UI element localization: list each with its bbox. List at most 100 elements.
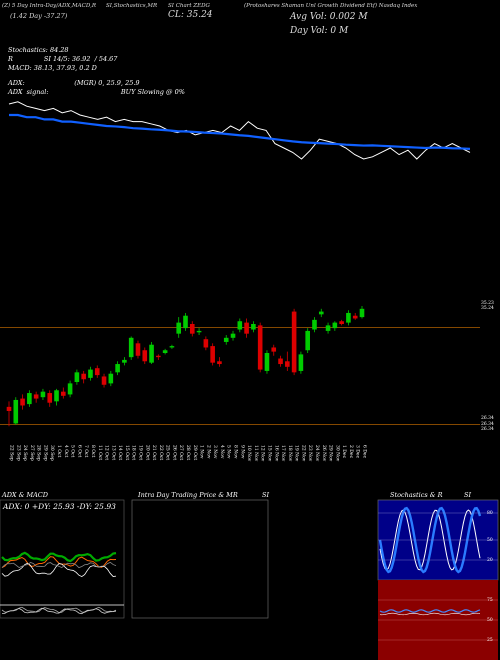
header-top-right: (Protoshares Shaman Unl Growth Dividend … [244, 3, 418, 9]
adx-signal-stat: ADX signal: BUY Slowing @ 0% [8, 88, 185, 96]
date-tick-label: 22 Oct [158, 445, 164, 460]
candle-body [339, 321, 344, 324]
candle-body [285, 361, 290, 367]
macd-signal-line [1, 607, 117, 615]
stoch-panel-title: Stochastics & R [390, 491, 443, 499]
date-tick-label: 23 Nov [307, 445, 313, 462]
date-tick-label: 28 Oct [185, 445, 191, 460]
candle-body [142, 350, 148, 362]
candle-body [223, 337, 229, 342]
candle-body [108, 373, 114, 384]
date-tick-label: 5 Oct [70, 445, 76, 458]
stoch-tick-label: 80 [487, 510, 493, 516]
candle-body [305, 330, 310, 351]
rsi-stat: R SI 14/5: 36.92 / 54.67 [8, 55, 118, 63]
candle-body [115, 364, 120, 373]
candle-body [61, 391, 66, 396]
candle-body [27, 393, 32, 405]
stoch-k-line [378, 506, 482, 574]
stoch-panel-title-si: SI [464, 491, 471, 499]
candle-body [156, 355, 161, 358]
date-tick-label: 15 Nov [266, 445, 272, 462]
candle-body [183, 315, 188, 329]
candle-body [40, 391, 46, 398]
date-tick-label: 1 Nov [199, 445, 205, 459]
candle-body [128, 337, 134, 358]
date-tick-label: 8 Oct [90, 445, 96, 458]
date-tick-label: 8 Nov [233, 445, 239, 459]
date-tick-label: 26 Nov [321, 445, 327, 462]
header-top-mid: SI,Stochastics,MR [106, 3, 158, 9]
candle-body [325, 325, 331, 331]
date-tick-label: 14 Oct [117, 445, 123, 460]
date-tick-label: 26 Oct [171, 445, 177, 460]
candle-body [122, 359, 127, 363]
date-tick-label: 18 Nov [287, 445, 293, 462]
price-levels [0, 327, 480, 425]
price-label-lower1: 26.34 [481, 415, 494, 421]
date-tick-label: 5 Nov [226, 445, 232, 459]
date-tick-label: 20 Oct [144, 445, 150, 460]
chart-header: (Z) 5 Day Intra-Day/ADX,MACD,R SI,Stocha… [0, 3, 500, 13]
candle-body [169, 346, 175, 348]
date-tick-label: 3 Nov [212, 445, 218, 459]
rsi-tick-label: 75 [487, 597, 493, 603]
candle-body [352, 315, 358, 319]
rsi-line [379, 609, 481, 613]
date-tick-label: 3 Dec [355, 445, 361, 459]
candle-body [67, 383, 73, 395]
date-tick-label: 1 Dec [341, 445, 347, 459]
candle-body [33, 394, 39, 399]
candle-body [20, 398, 25, 406]
date-tick-label: 27 Sep [29, 445, 35, 461]
date-tick-label: 4 Nov [219, 445, 225, 459]
adx-panel-title: ADX & MACD [1, 491, 49, 499]
date-tick-label: 13 Oct [110, 445, 116, 460]
date-tick-label: 2 Nov [205, 445, 211, 459]
adx-panel-text: ADX: 0 +DY: 25.93 -DY: 25.93 [2, 502, 116, 511]
day-change: (1.42 Day -37.27) [10, 12, 68, 20]
intra-panel-title-si: SI [262, 491, 269, 499]
date-tick-label: 24 Sep [22, 445, 28, 461]
date-tick-label: 16 Nov [273, 445, 279, 462]
candle-body [101, 376, 107, 385]
price-label-lower2: 26.34 [481, 421, 494, 427]
date-tick-label: 30 Sep [49, 445, 55, 461]
candle-body [251, 324, 256, 330]
candle-body [74, 372, 80, 382]
moving-averages [8, 101, 471, 160]
date-tick-label: 6 Oct [76, 445, 82, 458]
candle-body [210, 346, 215, 363]
date-tick-label: 19 Oct [137, 445, 143, 460]
date-tick-label: 29 Oct [192, 445, 198, 460]
rsi-tick-label: 50 [487, 617, 493, 623]
rsi-tick-label: 25 [487, 637, 493, 643]
candle-body [54, 390, 59, 402]
date-tick-label: 29 Nov [328, 445, 334, 462]
date-tick-label: 2 Dec [348, 445, 354, 459]
macd-line [1, 606, 117, 613]
candle-body [162, 350, 168, 353]
date-tick-label: 22 Sep [9, 445, 15, 461]
date-tick-label: 19 Nov [294, 445, 300, 462]
candle-body [135, 343, 141, 356]
candle-body [94, 368, 100, 376]
date-tick-label: 27 Oct [178, 445, 184, 460]
price-label-upper: 35.23 [481, 300, 494, 306]
price-label-lower3: 26.34 [481, 426, 494, 432]
candle-body [189, 324, 195, 334]
candlesticks [6, 306, 365, 427]
date-tick-label: 6 Dec [362, 445, 368, 459]
header-top-mid2: SI Chart ZEDG [168, 3, 210, 9]
header-top-left: (Z) 5 Day Intra-Day/ADX,MACD,R [2, 3, 96, 9]
date-tick-label: 1 Oct [56, 445, 62, 458]
date-tick-label: 28 Sep [36, 445, 42, 461]
date-tick-label: 10 Nov [246, 445, 252, 462]
candle-body [257, 325, 263, 370]
candle-body [346, 312, 351, 323]
candle-body [196, 330, 202, 333]
adx-stat: ADX: (MGR) 0, 25.9, 25.9 [8, 79, 140, 87]
price-label-upper2: 35.24 [481, 305, 494, 311]
stoch-tick-label: 20 [487, 557, 493, 563]
candle-body [264, 353, 270, 371]
